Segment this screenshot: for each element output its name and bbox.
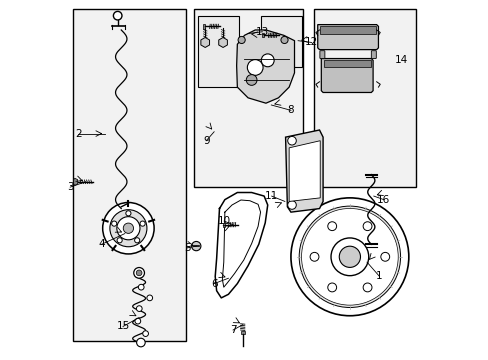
- Text: 6: 6: [210, 279, 217, 289]
- Circle shape: [146, 295, 152, 301]
- Circle shape: [238, 36, 244, 44]
- Circle shape: [136, 338, 145, 347]
- Circle shape: [113, 12, 122, 20]
- Circle shape: [281, 36, 287, 44]
- Circle shape: [299, 206, 400, 307]
- Circle shape: [102, 203, 154, 254]
- Text: 10: 10: [217, 216, 230, 226]
- Circle shape: [191, 242, 201, 251]
- Circle shape: [136, 270, 142, 276]
- Bar: [198, 16, 239, 87]
- Bar: [73, 9, 185, 341]
- Bar: [222, 222, 224, 227]
- Text: 9: 9: [203, 136, 209, 146]
- Polygon shape: [285, 130, 323, 212]
- Circle shape: [309, 252, 318, 261]
- Bar: [261, 33, 264, 37]
- Bar: [194, 9, 303, 187]
- Circle shape: [246, 75, 257, 85]
- Bar: [260, 16, 301, 67]
- Circle shape: [117, 217, 140, 240]
- Polygon shape: [321, 59, 372, 93]
- Circle shape: [138, 284, 144, 290]
- Circle shape: [142, 331, 148, 337]
- Text: 1: 1: [375, 271, 382, 282]
- Circle shape: [301, 208, 397, 305]
- Text: 14: 14: [394, 55, 407, 65]
- Text: 3: 3: [67, 182, 73, 192]
- Circle shape: [123, 223, 133, 233]
- Circle shape: [287, 136, 296, 145]
- Circle shape: [111, 221, 117, 226]
- Circle shape: [140, 221, 145, 226]
- Polygon shape: [288, 141, 320, 202]
- Circle shape: [363, 283, 371, 292]
- Circle shape: [287, 201, 296, 209]
- Circle shape: [290, 198, 408, 316]
- Bar: [313, 9, 415, 187]
- Circle shape: [247, 60, 263, 75]
- Polygon shape: [320, 26, 375, 33]
- Polygon shape: [323, 60, 370, 67]
- Bar: [240, 332, 244, 334]
- Text: 2: 2: [75, 129, 81, 139]
- Text: 5: 5: [183, 243, 190, 253]
- Circle shape: [363, 222, 371, 231]
- Polygon shape: [236, 30, 294, 103]
- Circle shape: [135, 318, 141, 324]
- Circle shape: [339, 246, 360, 267]
- Circle shape: [134, 238, 140, 243]
- Text: 13: 13: [255, 27, 268, 37]
- Polygon shape: [74, 178, 78, 185]
- Circle shape: [261, 54, 274, 67]
- Text: 7: 7: [229, 325, 236, 335]
- Bar: [202, 24, 205, 28]
- Circle shape: [110, 210, 146, 247]
- Circle shape: [136, 306, 142, 311]
- Circle shape: [327, 222, 336, 231]
- Text: 15: 15: [116, 321, 129, 332]
- Text: 4: 4: [98, 239, 105, 249]
- Text: 12: 12: [305, 37, 318, 48]
- Circle shape: [330, 238, 368, 276]
- Text: 11: 11: [264, 191, 278, 201]
- Text: 8: 8: [287, 105, 294, 115]
- Circle shape: [134, 267, 144, 278]
- Text: 16: 16: [376, 195, 389, 204]
- Circle shape: [125, 211, 131, 216]
- FancyBboxPatch shape: [319, 51, 324, 59]
- FancyBboxPatch shape: [370, 51, 376, 59]
- Polygon shape: [317, 24, 378, 50]
- Circle shape: [380, 252, 389, 261]
- Circle shape: [327, 283, 336, 292]
- Circle shape: [117, 238, 122, 243]
